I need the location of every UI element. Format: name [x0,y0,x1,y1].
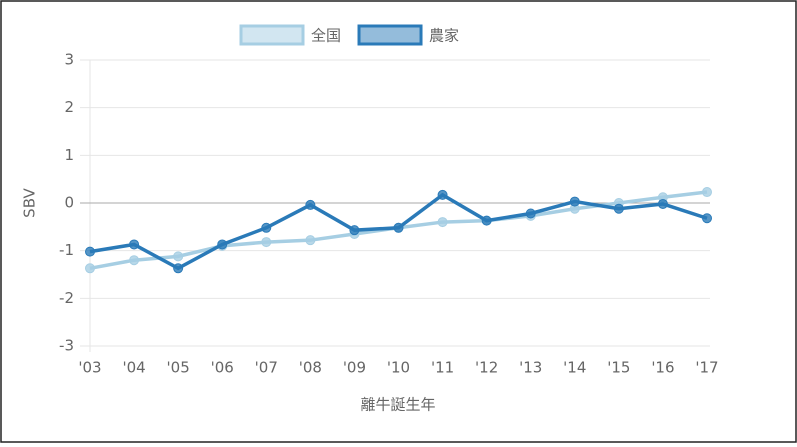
legend-swatch [357,24,423,46]
x-tick-label: '12 [475,359,498,377]
data-point [613,203,624,214]
data-point [702,187,712,198]
x-tick-label: '04 [122,359,145,377]
data-point [305,199,316,210]
legend-label: 農家 [429,27,459,45]
x-tick-label: '07 [255,359,278,377]
y-axis-label: SBV [21,187,39,217]
data-point [569,196,580,207]
x-tick-label: '14 [563,359,586,377]
data-point [85,263,95,274]
data-point [481,215,492,226]
legend-label: 全国 [311,27,341,45]
data-point [702,213,712,224]
x-tick-label: '13 [519,359,542,377]
x-tick-label: '17 [695,359,718,377]
data-point [261,222,272,233]
y-tick-label: 2 [64,98,74,116]
data-point [173,251,184,262]
data-point [173,263,184,274]
y-tick-label: 1 [64,146,74,164]
x-axis-label: 離牛誕生年 [360,396,435,414]
data-point [129,255,140,266]
x-tick-label: '09 [343,359,366,377]
data-point [261,237,272,248]
data-point [437,189,448,200]
x-tick-label: '11 [431,359,454,377]
data-point [393,222,404,233]
data-point [437,217,448,228]
x-tick-label: '16 [651,359,674,377]
data-point [129,239,140,250]
data-point [217,239,228,250]
legend-swatch [239,24,305,46]
x-tick-label: '10 [387,359,410,377]
x-tick-label: '03 [78,359,101,377]
x-tick-label: '08 [299,359,322,377]
data-point [657,198,668,209]
y-tick-label: -1 [59,241,74,259]
data-point [349,225,360,236]
y-tick-label: -3 [59,337,74,355]
data-point [525,208,536,219]
data-point [85,246,95,257]
x-tick-label: '05 [167,359,190,377]
y-tick-label: 3 [64,51,74,69]
y-tick-label: -2 [59,289,74,307]
x-tick-label: '06 [211,359,234,377]
y-tick-label: 0 [64,194,74,212]
x-tick-label: '15 [607,359,630,377]
data-point [305,235,316,246]
